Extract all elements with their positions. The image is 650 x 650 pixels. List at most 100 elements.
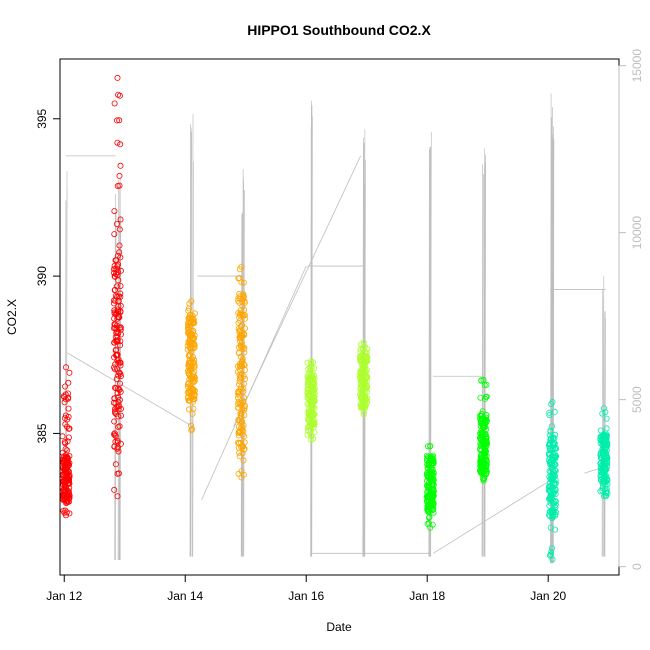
altitude-profile	[481, 148, 486, 557]
co2-point	[478, 436, 485, 443]
co2-point	[237, 367, 244, 374]
co2-point	[363, 378, 370, 385]
co2-point	[305, 366, 312, 373]
y-axis: 385 390 395	[35, 108, 60, 443]
co2-point	[114, 293, 121, 300]
co2-point	[111, 486, 118, 493]
co2-point	[117, 216, 124, 223]
co2-point	[63, 485, 70, 492]
co2-point	[235, 428, 242, 435]
co2-point	[360, 339, 367, 346]
co2-point	[111, 431, 118, 438]
co2-point	[113, 404, 120, 411]
co2-point	[240, 443, 247, 450]
co2-point	[111, 208, 118, 215]
co2-point	[111, 406, 118, 413]
co2-point	[117, 282, 124, 289]
co2-point	[425, 507, 432, 514]
plot-frame	[59, 58, 620, 576]
x-tick-label: Jan 16	[288, 589, 324, 603]
co2-point	[359, 365, 366, 372]
co2-point	[304, 359, 311, 366]
co2-point	[359, 391, 366, 398]
co2-point	[111, 432, 118, 439]
co2-point	[235, 297, 242, 304]
co2-point	[239, 406, 246, 413]
co2-point	[546, 456, 553, 463]
right-y-tick-label: 15000	[630, 49, 644, 83]
co2-point	[114, 139, 121, 146]
co2-point	[236, 449, 243, 456]
co2-point	[111, 309, 118, 316]
co2-point	[600, 405, 607, 412]
co2-point	[304, 381, 311, 388]
altitude-leg	[67, 352, 193, 427]
co2-point	[112, 361, 119, 368]
co2-point	[117, 373, 124, 380]
co2-point	[184, 320, 191, 327]
co2-point	[111, 430, 118, 437]
co2-point	[188, 375, 195, 382]
co2-point	[62, 446, 69, 453]
co2-point	[546, 445, 553, 452]
co2-point	[552, 501, 559, 508]
co2-point	[549, 473, 556, 480]
co2-point	[235, 440, 242, 447]
co2-point	[118, 412, 125, 419]
co2-point	[602, 433, 609, 440]
co2-point	[111, 231, 118, 238]
co2-point	[549, 515, 556, 522]
co2-point	[187, 319, 194, 326]
co2-point	[111, 339, 118, 346]
co2-point	[61, 399, 68, 406]
co2-point	[111, 418, 118, 425]
x-tick-label: Jan 14	[167, 589, 203, 603]
co2-point	[189, 426, 196, 433]
x-axis: Jan 12 Jan 14 Jan 16 Jan 18 Jan 20	[46, 574, 567, 603]
co2-point	[63, 509, 70, 516]
co2-point	[237, 312, 244, 319]
co2-point	[191, 310, 198, 317]
co2-point	[477, 435, 484, 442]
co2-point	[241, 299, 248, 306]
co2-point	[115, 448, 122, 455]
x-tick-label: Jan 20	[530, 589, 566, 603]
co2-point	[190, 379, 197, 386]
co2-point	[549, 545, 556, 552]
co2-point	[305, 408, 312, 415]
co2-point	[115, 423, 122, 430]
co2-point	[112, 385, 119, 392]
co2-point	[599, 446, 606, 453]
co2-point	[425, 514, 432, 521]
co2-point	[551, 479, 558, 486]
co2-point	[65, 379, 72, 386]
co2-point	[117, 388, 124, 395]
co2-point	[429, 492, 436, 499]
co2-point	[117, 359, 124, 366]
co2-point	[549, 398, 556, 405]
co2-point	[112, 433, 119, 440]
co2-point	[117, 267, 124, 274]
co2-point	[64, 496, 71, 503]
co2-point	[359, 395, 366, 402]
co2-point	[600, 493, 607, 500]
co2-point	[477, 453, 484, 460]
co2-point	[307, 426, 314, 433]
co2-point	[188, 427, 195, 434]
co2-point	[240, 292, 247, 299]
co2-point	[111, 364, 118, 371]
co2-point	[240, 399, 247, 406]
co2-point	[189, 398, 196, 405]
co2-point	[114, 266, 121, 273]
co2-point	[115, 277, 122, 284]
co2-point	[551, 408, 558, 415]
co2-point	[236, 378, 243, 385]
co2-point	[190, 405, 197, 412]
co2-point	[236, 290, 243, 297]
altitude-leg	[433, 479, 552, 554]
co2-point	[111, 287, 118, 294]
co2-point	[477, 394, 484, 401]
co2-point	[241, 439, 248, 446]
co2-point	[111, 262, 118, 269]
co2-point	[597, 427, 604, 434]
